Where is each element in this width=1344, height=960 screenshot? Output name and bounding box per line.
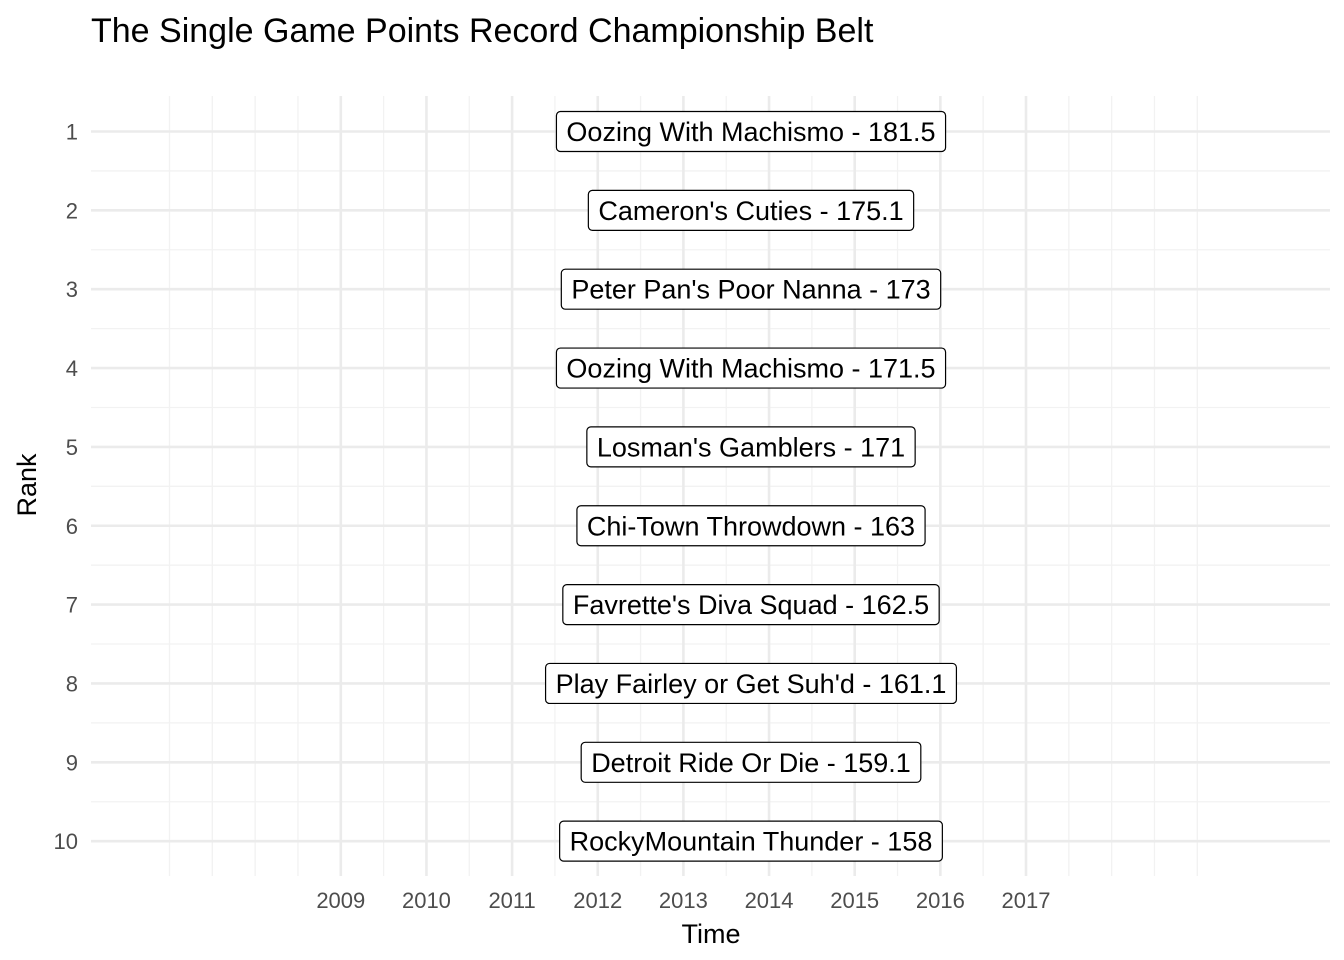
y-tick-label: 9 [66,750,78,775]
record-label-box: Play Fairley or Get Suh'd - 161.1 [544,662,958,705]
record-label-box: Cameron's Cuties - 175.1 [587,189,915,231]
record-label-frame [587,189,915,231]
record-label-text: Favrette's Diva Squad - 162.5 [573,590,929,620]
record-labels: Oozing With Machismo - 181.5 Cameron's Cu… [544,110,958,862]
x-tick-label: 2012 [573,888,622,913]
x-tick-label: 2009 [316,888,365,913]
x-tick-label: 2010 [402,888,451,913]
record-label-box: Peter Pan's Poor Nanna - 173 [560,268,942,310]
record-label-text: Detroit Ride Or Die - 159.1 [591,748,911,778]
y-tick-label: 5 [66,435,78,460]
y-tick-label: 4 [66,356,78,381]
x-tick-label: 2011 [488,888,535,913]
minor-y-gridlines [91,170,1330,803]
y-tick-label: 2 [66,198,78,223]
record-label-box: Oozing With Machismo - 181.5 [555,110,947,153]
record-label-box: Chi-Town Throwdown - 163 [576,505,926,547]
record-label-frame [560,268,942,310]
record-label-box: Detroit Ride Or Die - 159.1 [580,741,922,783]
record-label-frame [562,583,940,626]
record-label-frame [544,662,958,705]
x-tick-label: 2013 [659,888,708,913]
record-label-text: RockyMountain Thunder - 158 [570,827,933,857]
record-label-text: Play Fairley or Get Suh'd - 161.1 [556,669,947,699]
x-tick-label: 2016 [916,888,965,913]
record-label-box: RockyMountain Thunder - 158 [559,820,943,862]
y-tick-label: 6 [66,514,78,539]
record-label-text: Oozing With Machismo - 181.5 [566,117,935,147]
y-tick-label: 3 [66,277,78,302]
x-tick-label: 2017 [1002,888,1051,913]
record-label-text: Losman's Gamblers - 171 [597,432,905,462]
x-axis-title: Time [682,919,741,949]
record-label-text: Cameron's Cuties - 175.1 [598,196,903,226]
record-label-text: Oozing With Machismo - 171.5 [566,354,935,384]
x-tick-label: 2014 [745,888,794,913]
record-label-frame [555,110,947,153]
y-axis-tick-labels: 1 2 3 4 5 6 7 8 9 10 [54,120,78,855]
y-axis-title: Rank [12,453,42,517]
chart-title: The Single Game Points Record Championsh… [91,12,874,50]
record-label-frame [555,347,947,389]
record-label-frame [580,741,922,783]
record-label-frame [559,820,943,862]
y-tick-label: 10 [54,829,78,854]
x-axis-tick-labels: 2009 2010 2011 2012 2013 2014 2015 2016 2017 [316,888,1050,913]
y-tick-label: 8 [66,671,78,696]
record-label-box: Favrette's Diva Squad - 162.5 [562,583,940,626]
y-tick-label: 7 [66,593,78,618]
record-label-frame [586,426,916,468]
record-label-text: Chi-Town Throwdown - 163 [587,511,915,541]
x-tick-label: 2015 [830,888,879,913]
record-label-text: Peter Pan's Poor Nanna - 173 [571,275,930,305]
record-label-box: Losman's Gamblers - 171 [586,426,916,468]
y-tick-label: 1 [66,120,78,145]
record-label-box: Oozing With Machismo - 171.5 [555,347,947,389]
record-label-frame [576,505,926,547]
